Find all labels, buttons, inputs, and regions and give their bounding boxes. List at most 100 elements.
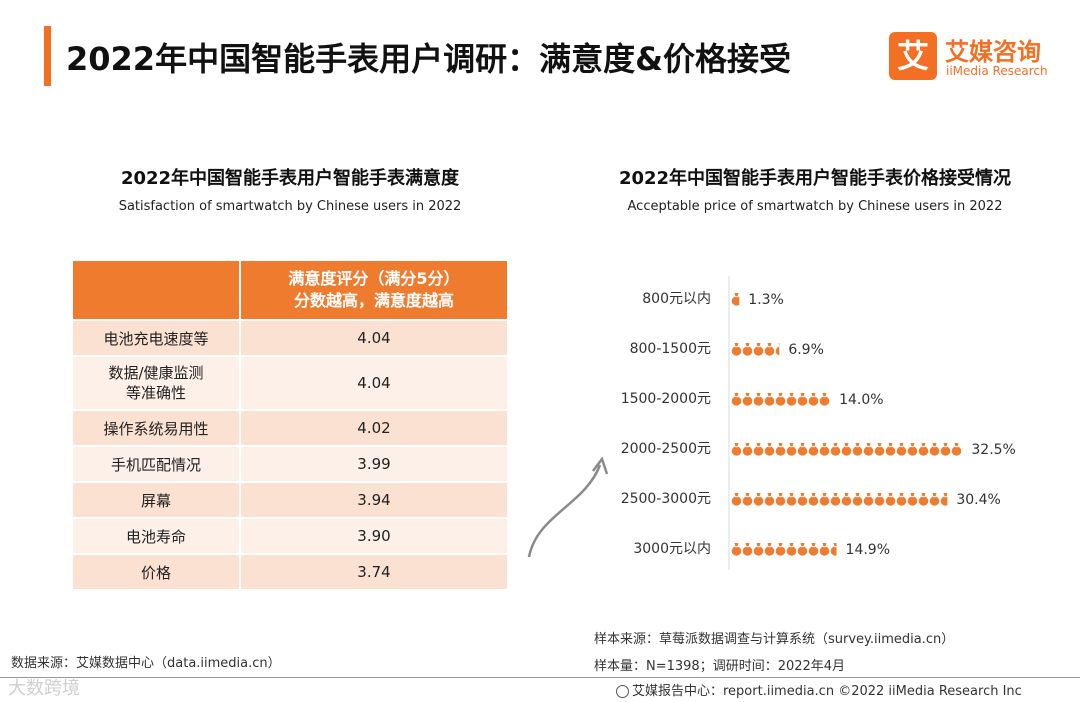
data-label: 30.4% — [956, 492, 1000, 508]
row-value: 3.90 — [239, 517, 509, 555]
money-bag-icon — [764, 443, 775, 456]
money-bag-icon — [731, 443, 742, 456]
right-chart-subtitle: Acceptable price of smartwatch by Chines… — [627, 199, 1003, 214]
money-bag-icon — [808, 443, 819, 456]
table-row: 数据/健康监测等准确性 4.04 — [71, 355, 509, 411]
iimedia-logo: 艾 艾媒咨询 iiMedia Research — [889, 32, 1064, 82]
category-label: 3000元以内 — [633, 541, 711, 557]
money-bag-icon — [764, 393, 775, 406]
category-label: 800-1500元 — [630, 341, 711, 357]
money-bag-icon — [786, 493, 797, 506]
row-value: 3.74 — [239, 553, 509, 591]
sample-source: 样本来源：草莓派数据调查与计算系统（survey.iimedia.cn） — [594, 632, 955, 647]
table-header-line-1: 满意度评分（满分5分） — [288, 269, 460, 288]
category-label: 1500-2000元 — [621, 391, 711, 407]
satisfaction-table: 满意度评分（满分5分） 分数越高，满意度越高 电池充电速度等 4.04 数据/健… — [71, 259, 509, 591]
money-bag-icon — [753, 393, 764, 406]
money-bag-icon — [764, 493, 775, 506]
table-header-score: 满意度评分（满分5分） 分数越高，满意度越高 — [239, 259, 509, 321]
money-bag-icon — [940, 443, 951, 456]
data-source: 数据来源：艾媒数据中心（data.iimedia.cn） — [11, 656, 281, 671]
category-label: 2500-3000元 — [621, 491, 711, 507]
money-bag-icon — [797, 543, 808, 556]
money-bag-icon — [819, 493, 830, 506]
row-value: 4.04 — [239, 319, 509, 357]
table-row: 价格 3.74 — [71, 553, 509, 591]
row-label: 电池寿命 — [71, 517, 241, 555]
bar — [731, 443, 962, 456]
row-label: 价格 — [71, 553, 241, 591]
money-bag-icon — [808, 493, 819, 506]
page-title: 2022年中国智能手表用户调研：满意度&价格接受 — [66, 40, 791, 78]
money-bag-icon — [742, 443, 753, 456]
logo-mark: 艾 — [889, 32, 937, 80]
money-bag-icon — [742, 393, 753, 406]
table-row: 电池充电速度等 4.04 — [71, 319, 509, 357]
money-bag-icon — [731, 493, 742, 506]
bar — [731, 293, 740, 306]
money-bag-icon — [852, 493, 863, 506]
trend-arrow-head — [592, 456, 609, 475]
money-bag-icon — [830, 493, 841, 506]
money-bag-icon — [775, 343, 780, 356]
sample-size: 样本量：N=1398；调研时间：2022年4月 — [594, 659, 846, 674]
money-bag-icon — [775, 393, 786, 406]
title-accent-bar — [44, 26, 51, 86]
footer-divider — [0, 677, 1080, 678]
row-value: 3.94 — [239, 481, 509, 519]
table-row: 电池寿命 3.90 — [71, 517, 509, 555]
money-bag-icon — [885, 443, 896, 456]
data-label: 32.5% — [971, 442, 1015, 458]
money-bag-icon — [896, 443, 907, 456]
money-bag-icon — [819, 543, 830, 556]
money-bag-icon — [764, 543, 775, 556]
row-label-text: 数据/健康监测等准确性 — [108, 364, 204, 402]
table-row: 手机匹配情况 3.99 — [71, 445, 509, 483]
money-bag-icon — [819, 393, 830, 406]
table-header-blank — [71, 259, 241, 321]
money-bag-icon — [797, 443, 808, 456]
money-bag-icon — [753, 543, 764, 556]
money-bag-icon — [731, 343, 742, 356]
left-chart-subtitle: Satisfaction of smartwatch by Chinese us… — [118, 199, 462, 214]
money-bag-icon — [753, 443, 764, 456]
bar — [731, 493, 948, 506]
money-bag-icon — [753, 493, 764, 506]
money-bag-icon — [863, 493, 874, 506]
money-bag-icon — [841, 493, 852, 506]
bar — [731, 393, 830, 406]
money-bag-icon — [764, 343, 775, 356]
money-bag-icon — [775, 543, 786, 556]
row-label: 操作系统易用性 — [71, 409, 241, 447]
right-chart-title: 2022年中国智能手表用户智能手表价格接受情况 — [618, 168, 1012, 189]
table-row: 操作系统易用性 4.02 — [71, 409, 509, 447]
money-bag-icon — [742, 543, 753, 556]
money-bag-icon — [929, 443, 940, 456]
money-bag-icon — [863, 443, 874, 456]
left-chart-title: 2022年中国智能手表用户智能手表满意度 — [120, 168, 460, 189]
row-label: 电池充电速度等 — [71, 319, 241, 357]
row-value: 4.02 — [239, 409, 509, 447]
money-bag-icon — [786, 443, 797, 456]
money-bag-icon — [786, 543, 797, 556]
money-bag-icon — [819, 443, 830, 456]
money-bag-icon — [753, 343, 764, 356]
money-bag-icon — [731, 293, 740, 306]
data-label: 14.0% — [839, 392, 883, 408]
trend-arrow-curve — [527, 464, 602, 558]
row-label: 数据/健康监测等准确性 — [71, 355, 241, 411]
bar — [731, 543, 837, 556]
data-label: 14.9% — [846, 542, 890, 558]
row-label: 手机匹配情况 — [71, 445, 241, 483]
money-bag-icon — [775, 443, 786, 456]
report-center: 艾媒报告中心：report.iimedia.cn ©2022 iiMedia R… — [616, 680, 1022, 699]
data-label: 1.3% — [748, 292, 784, 308]
globe-icon — [616, 685, 629, 698]
table-row: 屏幕 3.94 — [71, 481, 509, 519]
money-bag-icon — [951, 443, 962, 456]
row-value: 4.04 — [239, 355, 509, 411]
money-bag-icon — [874, 443, 885, 456]
money-bag-icon — [874, 493, 885, 506]
trend-arrow — [527, 456, 609, 558]
money-bag-icon — [742, 343, 753, 356]
